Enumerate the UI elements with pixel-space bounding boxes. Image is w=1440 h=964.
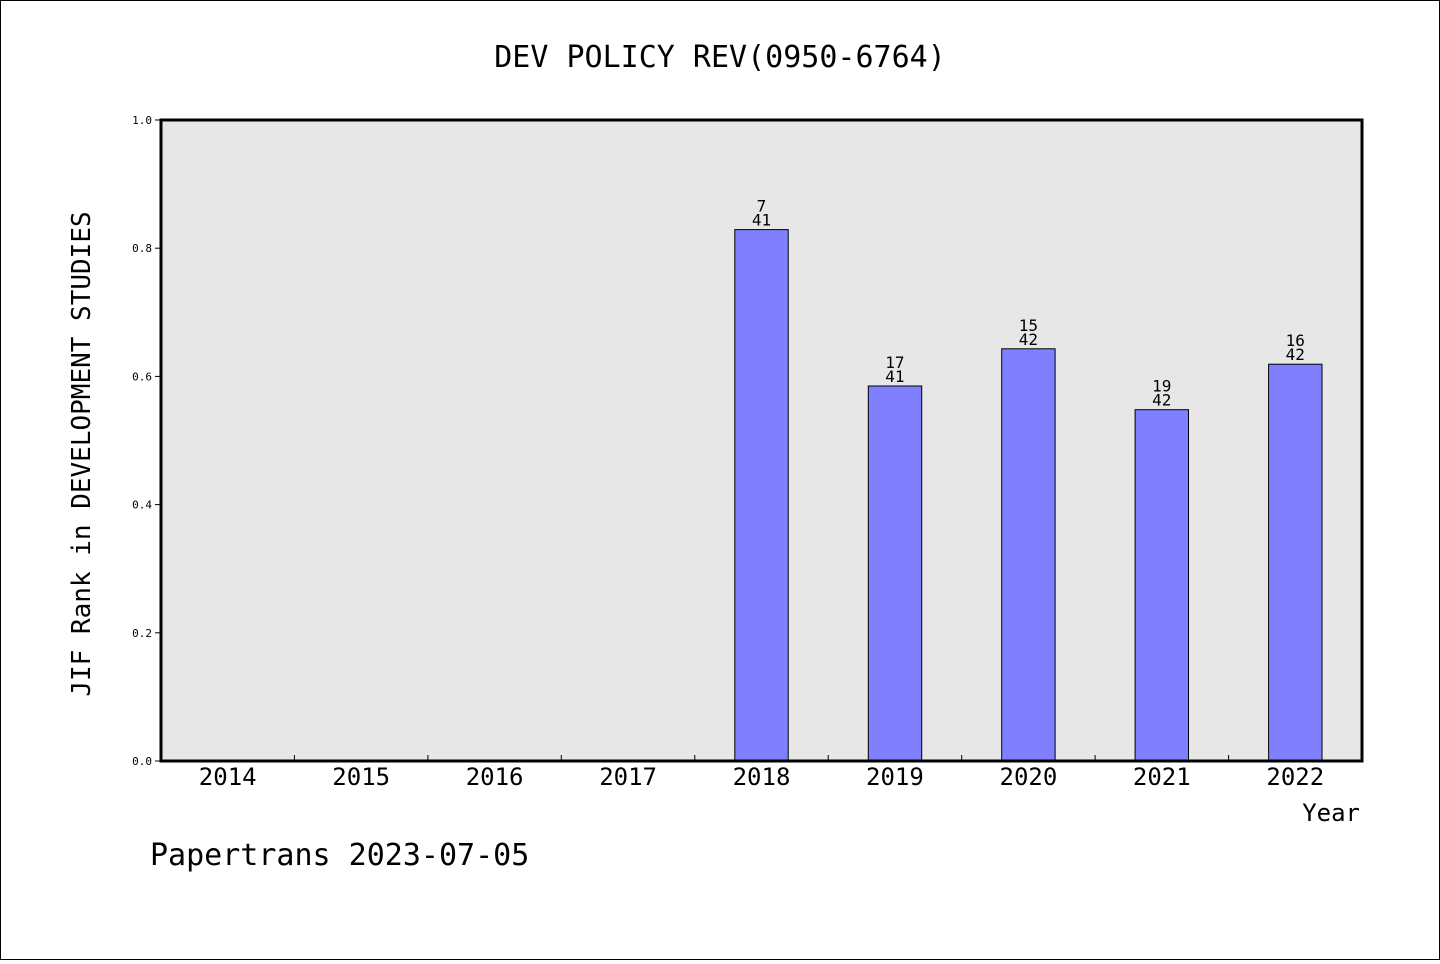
x-tick-label-2022: 2022 xyxy=(1266,763,1324,791)
x-axis-label: Year xyxy=(1302,799,1360,827)
bar-label-rank-2019: 17 xyxy=(885,353,904,372)
y-tick-label-1.0: 1.0 xyxy=(132,114,152,127)
bar-2022 xyxy=(1268,363,1323,762)
plot-border xyxy=(159,118,1364,763)
bar-label-rank-2018: 7 xyxy=(757,197,767,216)
bar-label-total-2020: 42 xyxy=(1019,330,1038,349)
x-tick-label-2017: 2017 xyxy=(599,763,657,791)
x-tick-label-2021: 2021 xyxy=(1133,763,1191,791)
bar-2020 xyxy=(1001,348,1056,762)
bar-label-total-2022: 42 xyxy=(1286,345,1305,364)
x-axis: 2014 2015 2016 2017 2018 2019 2020 2021 2022 xyxy=(199,755,1324,791)
x-tick-label-2014: 2014 xyxy=(199,763,257,791)
x-tick-label-2019: 2019 xyxy=(866,763,924,791)
x-tick-label-2015: 2015 xyxy=(332,763,390,791)
bar-label-rank-2021: 19 xyxy=(1152,377,1171,396)
y-axis: 0.0 0.2 0.4 0.6 0.8 1.0 xyxy=(132,114,161,768)
bar-label-rank-2020: 15 xyxy=(1019,316,1038,335)
y-tick-label-0.6: 0.6 xyxy=(132,370,152,383)
x-tick-label-2016: 2016 xyxy=(466,763,524,791)
bar-label-total-2019: 41 xyxy=(885,367,904,386)
bar-label-rank-2022: 16 xyxy=(1286,331,1305,350)
y-tick-label-0.4: 0.4 xyxy=(132,499,152,512)
x-tick-label-2020: 2020 xyxy=(1000,763,1058,791)
y-tick-label-0.2: 0.2 xyxy=(132,627,152,640)
y-tick-label-0.8: 0.8 xyxy=(132,242,152,255)
bar-label-total-2018: 41 xyxy=(752,211,771,230)
bar-2019 xyxy=(867,385,923,762)
footer-credit: Papertrans 2023-07-05 xyxy=(150,838,529,873)
y-tick-label-0.0: 0.0 xyxy=(132,755,152,768)
bars-layer xyxy=(734,229,1323,762)
x-tick-label-2018: 2018 xyxy=(733,763,791,791)
chart-title: DEV POLICY REV(0950-6764) xyxy=(494,40,946,75)
bar-2021 xyxy=(1134,409,1189,762)
bar-2018 xyxy=(734,229,789,762)
bar-label-total-2021: 42 xyxy=(1152,391,1171,410)
y-axis-label: JIF Rank in DEVELOPMENT STUDIES xyxy=(67,211,97,696)
